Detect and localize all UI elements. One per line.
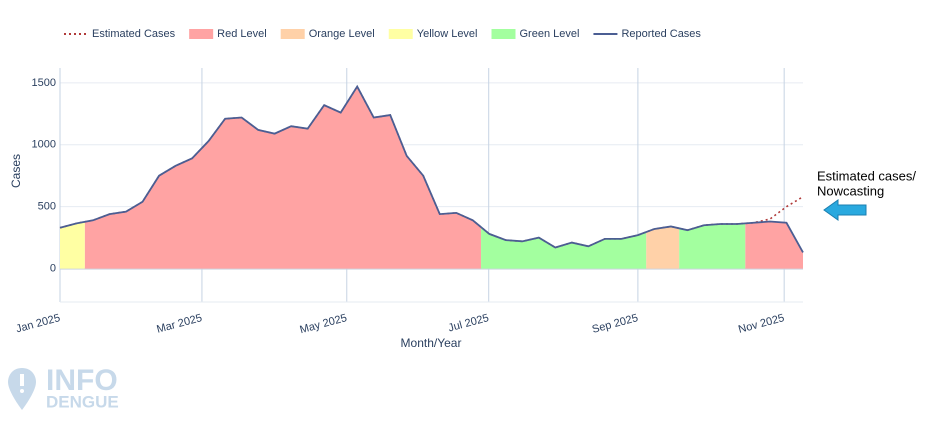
logo: INFO DENGUE xyxy=(8,364,119,411)
x-tick-label: May 2025 xyxy=(299,312,349,336)
level-area xyxy=(481,227,647,269)
legend-label: Yellow Level xyxy=(417,28,478,40)
logo-text: DENGUE xyxy=(46,392,119,411)
level-area xyxy=(60,221,85,269)
x-tick-label: Jan 2025 xyxy=(15,312,62,335)
legend-symbol xyxy=(280,29,305,39)
level-area xyxy=(745,221,803,269)
x-tick-label: Sep 2025 xyxy=(591,312,640,336)
level-area xyxy=(84,86,482,269)
logo-text: INFO xyxy=(46,364,118,397)
legend-label: Orange Level xyxy=(309,28,375,40)
logo-mark xyxy=(20,389,24,393)
legend-symbol xyxy=(189,29,214,39)
y-axis-title: Cases xyxy=(9,154,23,188)
level-area xyxy=(679,223,746,269)
y-tick-label: 1000 xyxy=(32,139,56,151)
legend-symbol xyxy=(388,29,413,39)
level-area xyxy=(646,226,680,269)
legend-label: Estimated Cases xyxy=(92,28,176,40)
legend-label: Reported Cases xyxy=(621,28,701,40)
logo-mark xyxy=(20,374,24,386)
y-tick-label: 0 xyxy=(50,262,56,274)
y-tick-label: 500 xyxy=(38,201,56,213)
legend-label: Green Level xyxy=(520,28,580,40)
series-line xyxy=(59,84,804,253)
annotation-arrow xyxy=(823,199,867,221)
legend-label: Red Level xyxy=(217,28,267,40)
x-tick-label: Mar 2025 xyxy=(155,312,203,336)
x-axis-title: Month/Year xyxy=(401,336,462,350)
legend-symbol xyxy=(491,29,516,39)
annotation: Estimated cases/ xyxy=(817,168,916,183)
y-tick-label: 1500 xyxy=(32,77,56,89)
annotation: Nowcasting xyxy=(817,183,884,198)
x-tick-label: Nov 2025 xyxy=(737,312,786,336)
x-tick-label: Jul 2025 xyxy=(447,312,490,334)
